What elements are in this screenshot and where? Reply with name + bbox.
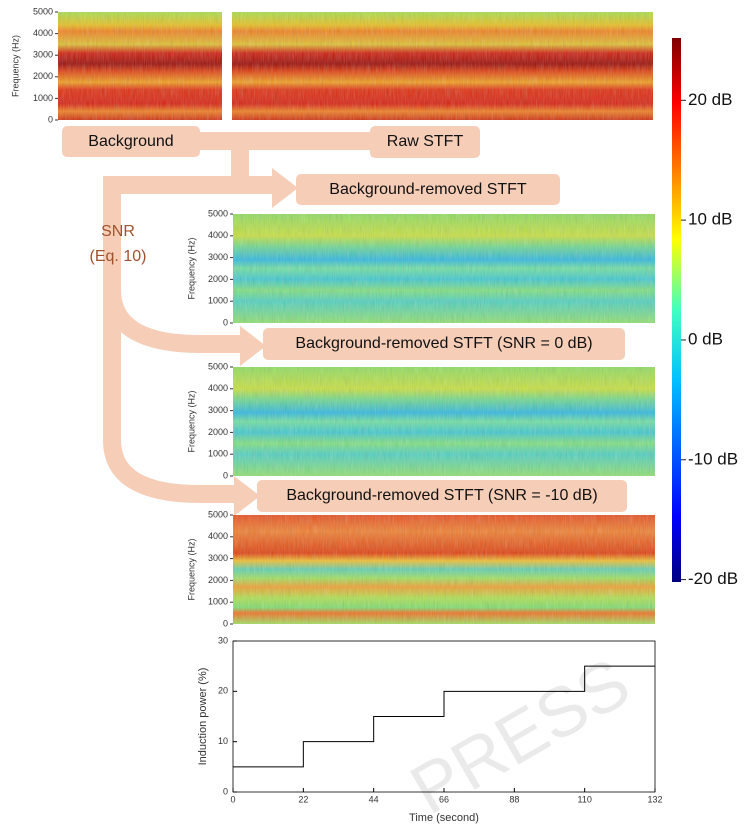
- box-label: Background-removed STFT: [329, 181, 527, 198]
- spectrogram-texture: [233, 367, 655, 476]
- y-tick-label: 4000: [208, 531, 228, 541]
- spectrogram-texture: [233, 515, 655, 624]
- y-tick-label: 2000: [33, 71, 53, 81]
- x-axis-label: Time (second): [409, 812, 479, 824]
- eq-label: (Eq. 10): [90, 248, 147, 265]
- y-tick-label: 3000: [33, 50, 53, 60]
- snr-label: SNR: [101, 223, 135, 240]
- y-tick-label: 5000: [208, 509, 228, 519]
- y-tick-label: 1000: [208, 449, 228, 459]
- y-axis-label: Frequency (Hz): [186, 538, 196, 600]
- y-axis-label: Frequency (Hz): [186, 390, 196, 452]
- colorbar-label: 10 dB: [688, 210, 732, 229]
- y-tick-label: 1000: [208, 597, 228, 607]
- spectrogram-texture: [232, 12, 653, 120]
- y-tick-label: 1000: [33, 93, 53, 103]
- y-tick-label: 5000: [33, 6, 53, 16]
- colorbar-label: -10 dB: [688, 449, 738, 468]
- y-tick-label: 4000: [208, 230, 228, 240]
- x-tick-label: 44: [369, 794, 379, 804]
- box-label: Background-removed STFT (SNR = -10 dB): [286, 487, 597, 504]
- y-tick-label: 3000: [208, 405, 228, 415]
- y-tick-label: 0: [223, 786, 228, 796]
- watermark: PRESS: [398, 643, 643, 829]
- y-tick-label: 10: [218, 736, 228, 746]
- y-axis-label: Induction power (%): [197, 668, 209, 766]
- y-tick-label: 0: [223, 618, 228, 628]
- x-tick-label: 0: [230, 794, 235, 804]
- x-tick-label: 132: [647, 794, 662, 804]
- figure: Background Raw STFT Background-removed S…: [0, 0, 753, 831]
- x-tick-label: 110: [577, 794, 591, 804]
- spectrogram-texture: [233, 214, 655, 323]
- y-tick-label: 2000: [208, 427, 228, 437]
- y-tick-label: 1000: [208, 296, 228, 306]
- y-tick-label: 3000: [208, 553, 228, 563]
- y-tick-label: 2000: [208, 575, 228, 585]
- colorbar-label: 20 dB: [688, 90, 732, 109]
- x-tick-label: 22: [298, 794, 308, 804]
- y-axis-label: Frequency (Hz): [10, 35, 20, 97]
- y-tick-label: 4000: [33, 28, 53, 38]
- colorbar-label: -20 dB: [688, 569, 738, 588]
- box-label: Raw STFT: [387, 133, 464, 150]
- colorbar-label: 0 dB: [688, 329, 723, 348]
- box-label: Background: [88, 133, 173, 150]
- y-tick-label: 2000: [208, 274, 228, 284]
- x-tick-label: 66: [439, 794, 449, 804]
- y-tick-label: 5000: [208, 208, 228, 218]
- y-tick-label: 0: [223, 317, 228, 327]
- y-tick-label: 3000: [208, 252, 228, 262]
- box-label: Background-removed STFT (SNR = 0 dB): [295, 335, 592, 352]
- colorbar: [672, 38, 681, 582]
- y-tick-label: 0: [48, 114, 53, 124]
- y-tick-label: 4000: [208, 383, 228, 393]
- y-tick-label: 20: [218, 686, 228, 696]
- spectrogram-texture: [58, 12, 222, 120]
- x-tick-label: 88: [509, 794, 519, 804]
- y-tick-label: 30: [218, 635, 228, 645]
- y-axis-label: Frequency (Hz): [186, 237, 196, 299]
- y-tick-label: 5000: [208, 361, 228, 371]
- y-tick-label: 0: [223, 470, 228, 480]
